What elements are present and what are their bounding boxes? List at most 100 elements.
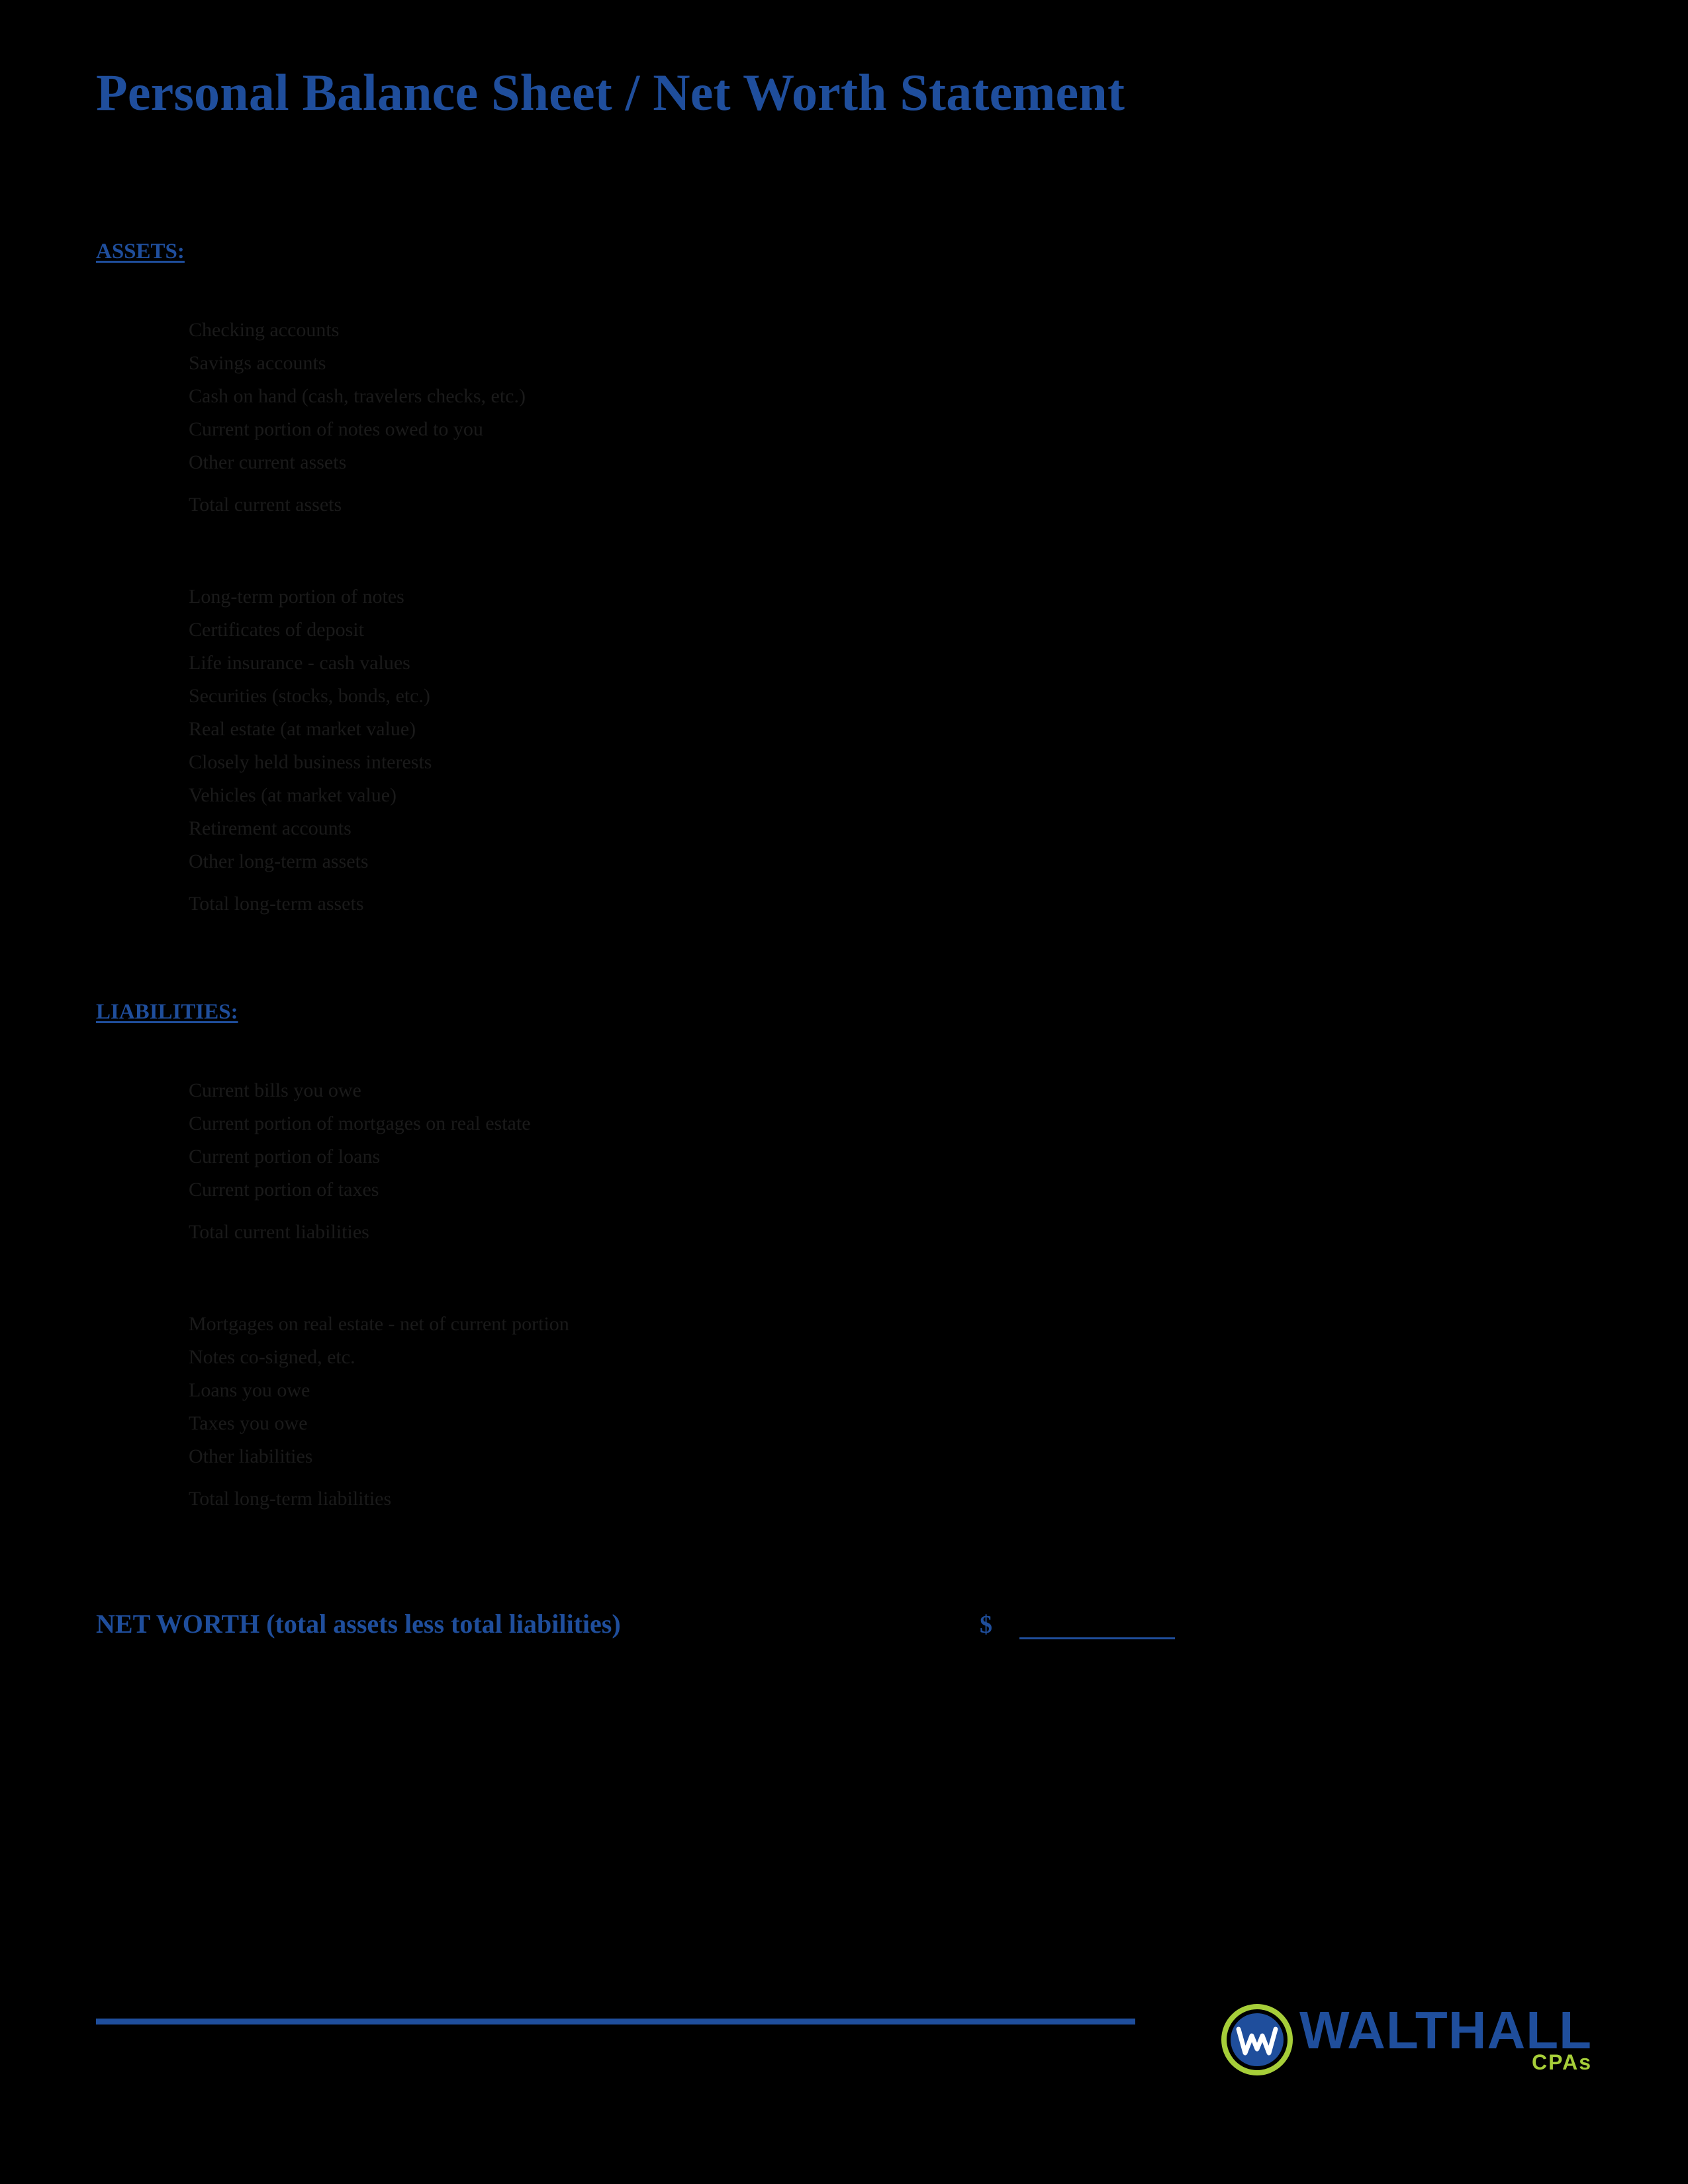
amount-line[interactable] (1019, 388, 1175, 408)
item-label: Other current assets (189, 451, 983, 474)
amount-line[interactable] (1019, 1541, 1175, 1562)
item-label: Real estate (at market value) (189, 718, 983, 741)
subtotal-row: Total current liabilities (189, 1210, 1592, 1244)
line-item: Life insurance - cash values (189, 641, 1592, 674)
total-liabilities-label: TOTAL LIABILITIES: (96, 1537, 983, 1562)
line-item: Current portion of loans (189, 1135, 1592, 1168)
amount-line[interactable] (1019, 621, 1175, 641)
amount-line[interactable] (1019, 1415, 1175, 1435)
amount-line[interactable] (1019, 421, 1175, 441)
line-item: Loans you owe (189, 1369, 1592, 1402)
item-label: Life insurance - cash values (189, 652, 983, 674)
dollar-sign: $ (980, 1610, 1019, 1639)
amount-line[interactable] (1019, 853, 1175, 873)
amount-line[interactable] (1019, 1181, 1175, 1201)
item-label: Current portion of loans (189, 1146, 983, 1168)
net-worth-label: NET WORTH (total assets less total liabi… (96, 1608, 980, 1639)
header-fields: Name: Date: (96, 179, 1592, 203)
footer-rule (96, 2019, 1135, 2025)
line-item: Notes co-signed, etc. (189, 1336, 1592, 1369)
line-item: Savings accounts (189, 341, 1592, 375)
amount-line[interactable] (1019, 820, 1175, 840)
longterm-assets-rows: Long-term portion of notes $ Certificate… (189, 575, 1592, 915)
amount-line[interactable] (1019, 1082, 1175, 1102)
item-label: Other liabilities (189, 1445, 983, 1468)
amount-line[interactable] (1019, 1448, 1175, 1468)
name-input-line[interactable] (156, 181, 1026, 203)
item-label: Certificates of deposit (189, 619, 983, 641)
page-title: Personal Balance Sheet / Net Worth State… (96, 63, 1592, 122)
subtotal-row: Total current assets $ (189, 483, 1592, 516)
total-liabilities-row: TOTAL LIABILITIES: $ (96, 1524, 1592, 1562)
dollar-sign: $ (983, 319, 1019, 341)
date-field: Date: (1105, 179, 1440, 203)
line-item: Current portion of mortgages on real est… (189, 1102, 1592, 1135)
amount-line[interactable] (1019, 688, 1175, 707)
amount-line[interactable] (1019, 1224, 1175, 1244)
amount-line[interactable] (1019, 754, 1175, 774)
document-page: Personal Balance Sheet / Net Worth State… (96, 63, 1592, 1639)
subtotal-label: Total current liabilities (189, 1221, 983, 1244)
line-item: Other long-term assets (189, 840, 1592, 873)
dollar-sign: $ (983, 586, 1019, 608)
line-item: Current bills you owe $ (189, 1069, 1592, 1102)
amount-line[interactable] (1019, 1349, 1175, 1369)
amount-line[interactable] (1019, 355, 1175, 375)
current-assets-rows: Checking accounts $ Savings accounts Cas… (189, 308, 1592, 516)
item-label: Long-term portion of notes (189, 586, 983, 608)
amount-line[interactable] (1019, 1115, 1175, 1135)
longterm-liabilities-subhead: Long-term liabilities (96, 1270, 1592, 1295)
amount-line[interactable] (1019, 787, 1175, 807)
amount-line[interactable] (1019, 946, 1175, 967)
line-item: Taxes you owe (189, 1402, 1592, 1435)
line-item: Current portion of taxes (189, 1168, 1592, 1201)
dollar-sign: $ (983, 1079, 1019, 1102)
amount-line[interactable] (1019, 322, 1175, 341)
dollar-sign: $ (983, 1313, 1019, 1336)
item-label: Cash on hand (cash, travelers checks, et… (189, 385, 983, 408)
item-label: Loans you owe (189, 1379, 983, 1402)
amount-line[interactable] (1019, 1316, 1175, 1336)
date-input-line[interactable] (1155, 181, 1440, 203)
item-label: Mortgages on real estate - net of curren… (189, 1313, 983, 1336)
amount-line[interactable] (1019, 721, 1175, 741)
date-label: Date: (1105, 179, 1155, 203)
longterm-liabilities-rows: Mortgages on real estate - net of curren… (189, 1302, 1592, 1510)
line-item: Long-term portion of notes $ (189, 575, 1592, 608)
item-label: Checking accounts (189, 319, 983, 341)
brand-name: WALTHALL (1299, 2009, 1592, 2052)
item-label: Current portion of notes owed to you (189, 418, 983, 441)
amount-line[interactable] (1019, 1148, 1175, 1168)
item-label: Closely held business interests (189, 751, 983, 774)
line-item: Current portion of notes owed to you (189, 408, 1592, 441)
amount-line[interactable] (1019, 895, 1175, 915)
line-item: Cash on hand (cash, travelers checks, et… (189, 375, 1592, 408)
amount-line[interactable] (1019, 1490, 1175, 1510)
amount-line[interactable] (1019, 1615, 1175, 1639)
current-assets-subhead: Current assets (liquid, easily accessibl… (96, 276, 1592, 300)
line-item: Securities (stocks, bonds, etc.) (189, 674, 1592, 707)
total-assets-row: TOTAL ASSETS : $ (96, 929, 1592, 967)
item-label: Retirement accounts (189, 817, 983, 840)
brand-sub: CPAs (1299, 2054, 1592, 2071)
subtotal-label: Total long-term liabilities (189, 1488, 983, 1510)
net-worth-row: NET WORTH (total assets less total liabi… (96, 1608, 1592, 1639)
subtotal-row: Total long-term assets (189, 882, 1592, 915)
page-footer: WALTHALL CPAs (96, 2019, 1592, 2036)
amount-line[interactable] (1019, 588, 1175, 608)
item-label: Other long-term assets (189, 850, 983, 873)
amount-line[interactable] (1019, 496, 1175, 516)
subtotal-label: Total current assets (189, 494, 983, 516)
dollar-sign: $ (983, 942, 1019, 967)
logo-mark-icon (1221, 2004, 1293, 2075)
amount-line[interactable] (1019, 1382, 1175, 1402)
line-item: Other liabilities (189, 1435, 1592, 1468)
amount-line[interactable] (1019, 655, 1175, 674)
brand-logo: WALTHALL CPAs (1221, 2004, 1592, 2075)
line-item: Retirement accounts (189, 807, 1592, 840)
item-label: Securities (stocks, bonds, etc.) (189, 685, 983, 707)
item-label: Current portion of mortgages on real est… (189, 1113, 983, 1135)
line-item: Certificates of deposit (189, 608, 1592, 641)
item-label: Current portion of taxes (189, 1179, 983, 1201)
amount-line[interactable] (1019, 454, 1175, 474)
